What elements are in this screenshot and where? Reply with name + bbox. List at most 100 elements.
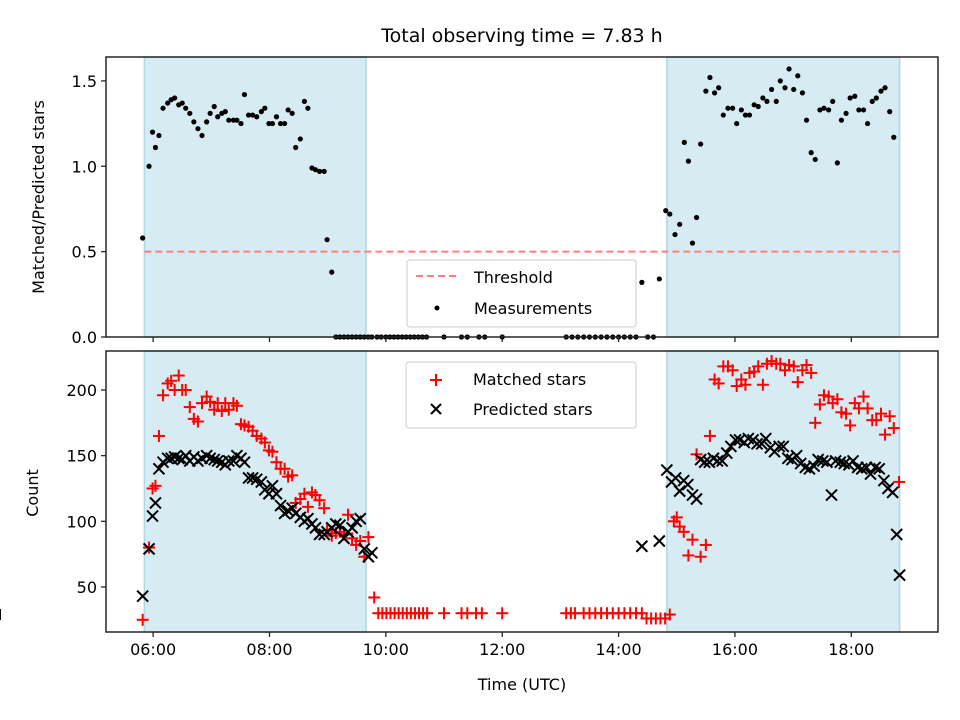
predicted-stars-point [142, 542, 156, 556]
matched-stars-point [694, 550, 707, 563]
measurement-point [250, 112, 256, 118]
measurement-point [685, 158, 692, 164]
measurement-point [207, 110, 213, 116]
predicted-stars-point [255, 475, 268, 489]
measurement-point [215, 114, 221, 120]
measurement-point [305, 105, 311, 111]
matched-stars-point [149, 479, 162, 492]
matched-stars-point [712, 377, 725, 390]
matched-stars-point [822, 390, 835, 403]
predicted-stars-point [246, 471, 259, 485]
measurement-point [146, 163, 152, 169]
matched-stars-point [266, 445, 279, 458]
count-x-ticks: 06:00 08:00 10:00 12:00 14:00 16:00 18:00 [130, 632, 874, 659]
measurement-point [324, 237, 330, 243]
matched-stars-point [774, 357, 787, 370]
y-tick-label: 50 [77, 578, 97, 597]
matched-stars-point [136, 613, 149, 626]
predicted-stars-point [807, 459, 821, 473]
measurement-point [746, 112, 753, 118]
shaded-interval [143, 350, 367, 633]
measurement-point [234, 117, 240, 123]
measurement-point [791, 86, 797, 93]
matched-stars-point [165, 374, 178, 387]
x-tick-label: 08:00 [246, 640, 292, 659]
measurement-point [693, 214, 700, 221]
measurements-legend-label: Measurements [474, 299, 592, 318]
measurement-point [316, 168, 323, 174]
predicted-stars-point [690, 492, 703, 506]
matched-stars-point [421, 607, 434, 620]
predicted-stars-point [781, 452, 795, 465]
chart-title: Total observing time = 7.83 h [380, 25, 662, 47]
count-axes-frame [105, 350, 939, 633]
ratio-y-axis-label: Matched/Predicted stars [29, 100, 48, 294]
measurement-point [821, 105, 827, 111]
matched-stars-point [179, 383, 192, 396]
matched-stars-point [368, 591, 381, 604]
matched-stars-point [787, 360, 800, 373]
predicted-stars-point [358, 542, 371, 556]
measurement-point [681, 139, 687, 145]
measurement-point [826, 107, 832, 113]
measurement-point [165, 100, 171, 106]
ratio-legend: Threshold Measurements [406, 259, 637, 328]
measurement-point [258, 109, 264, 115]
matched-stars-point [215, 405, 228, 418]
matched-stars-point [191, 415, 204, 428]
matched-stars-point [318, 502, 331, 515]
predicted-stars-point [238, 456, 251, 469]
measurement-point [764, 98, 770, 104]
predicted-stars-point [309, 521, 322, 535]
predicted-stars-series [0, 432, 906, 621]
measurement-point [211, 103, 217, 110]
matched-stars-point [301, 500, 314, 513]
predicted-stars-point [759, 432, 772, 445]
measurement-point [245, 112, 252, 118]
predicted-stars-point [877, 474, 891, 487]
predicted-stars-point [270, 487, 283, 500]
measurement-point [273, 114, 280, 120]
measurement-point [730, 105, 736, 111]
matched-stars-point [298, 487, 311, 500]
predicted-stars-point [337, 532, 351, 545]
predicted-stars-point [203, 452, 217, 465]
measurement-point [282, 120, 288, 127]
predicted-stars-point [669, 471, 682, 485]
measurement-point [834, 160, 840, 166]
measurement-point [191, 119, 197, 125]
y-tick-label: 100 [66, 512, 97, 531]
measurement-point [843, 110, 849, 116]
matched-stars-point [222, 403, 235, 416]
measurement-point [329, 269, 335, 275]
measurement-point [860, 107, 867, 113]
measurement-point [795, 73, 801, 79]
measurement-point [301, 98, 307, 104]
measurement-point [852, 93, 858, 99]
measurement-point [241, 91, 248, 98]
predicted-stars-point [873, 462, 886, 475]
predicted-stars-point [266, 479, 279, 493]
predicted-stars-point [354, 512, 367, 525]
ratio-y-ticks: 0.0 0.5 1.0 1.5 [72, 72, 106, 347]
matched-stars-point [204, 395, 217, 408]
matched-stars-point [258, 436, 271, 449]
y-tick-label: 1.0 [72, 157, 97, 176]
matched-stars-point [682, 549, 695, 562]
matched-stars-point [879, 428, 892, 441]
measurement-point [293, 144, 299, 151]
matched-stars-legend-marker [430, 374, 442, 386]
matched-stars-point [756, 378, 769, 391]
measurement-point [786, 66, 792, 72]
matched-stars-point [883, 410, 896, 423]
measurement-point [856, 107, 862, 113]
predicted-stars-legend-label: Predicted stars [473, 400, 593, 419]
measurement-point [873, 95, 879, 101]
predicted-stars-point [172, 452, 185, 465]
measurement-point [878, 88, 884, 94]
matched-stars-point [805, 366, 818, 379]
measurement-point [830, 98, 836, 104]
measurement-point [799, 90, 806, 96]
measurement-point [179, 100, 185, 106]
